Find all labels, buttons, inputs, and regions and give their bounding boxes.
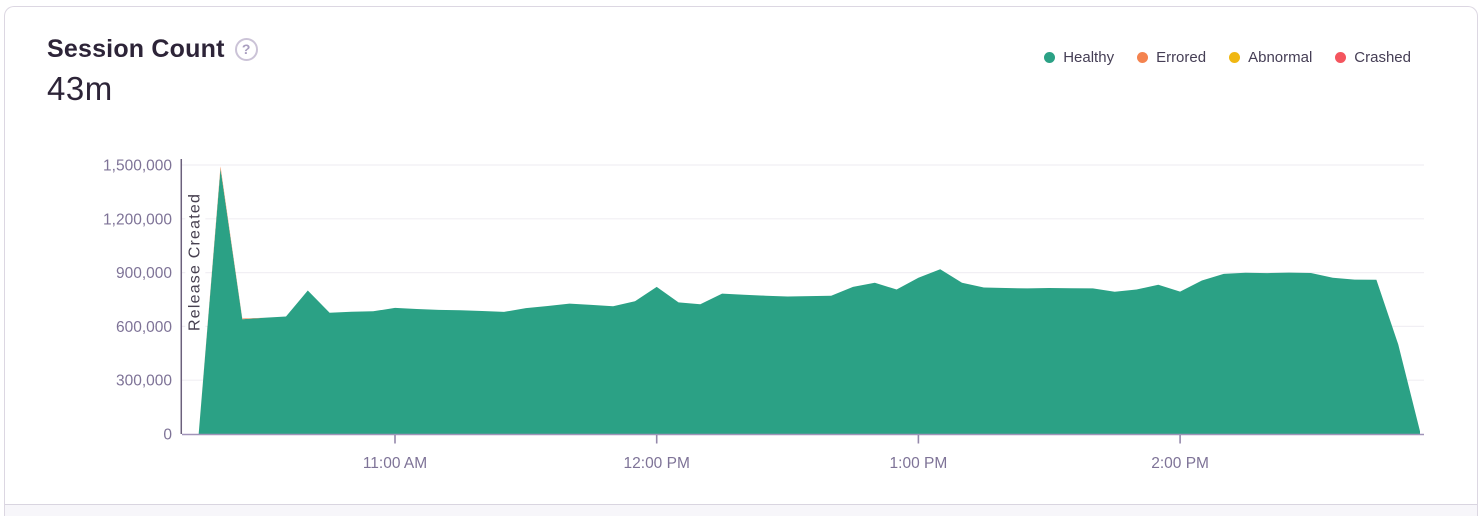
legend-dot-icon: [1044, 52, 1056, 63]
x-axis-label: 11:00 AM: [363, 455, 427, 472]
legend: Healthy Errored Abnormal Crashed: [1044, 49, 1411, 66]
y-axis-label: 300,000: [116, 373, 172, 390]
legend-dot-icon: [1137, 52, 1149, 63]
panel-header: Session Count ? 43m: [47, 35, 258, 108]
area-healthy: [198, 168, 1421, 434]
x-axis-label: 1:00 PM: [890, 455, 948, 472]
legend-item-errored[interactable]: Errored: [1137, 49, 1206, 66]
y-axis-label: 1,200,000: [103, 211, 172, 228]
session-total: 43m: [47, 70, 113, 107]
legend-label: Healthy: [1063, 49, 1115, 66]
legend-item-healthy[interactable]: Healthy: [1044, 49, 1114, 66]
y-axis-label: 900,000: [116, 265, 172, 282]
legend-label: Errored: [1156, 49, 1207, 66]
y-axis-label: 0: [163, 427, 172, 444]
svg-text:Release Created: Release Created: [186, 193, 203, 331]
legend-dot-icon: [1229, 52, 1241, 63]
x-axis-label: 2:00 PM: [1151, 455, 1209, 472]
legend-label: Abnormal: [1248, 49, 1313, 66]
release-label: Release Created: [185, 178, 206, 336]
area-errored: [198, 166, 265, 434]
legend-dot-icon: [1335, 52, 1347, 63]
chart-plot-area[interactable]: [182, 158, 1428, 435]
panel-footer-divider: [5, 504, 1477, 516]
y-axis-label: 600,000: [116, 319, 172, 336]
legend-item-crashed[interactable]: Crashed: [1335, 49, 1411, 66]
help-icon[interactable]: ?: [234, 38, 258, 61]
y-axis-label: 1,500,000: [103, 158, 172, 175]
panel-title: Session Count: [47, 35, 225, 63]
x-axis-label: 12:00 PM: [624, 455, 690, 472]
legend-item-abnormal[interactable]: Abnormal: [1229, 49, 1312, 66]
legend-label: Crashed: [1354, 49, 1411, 66]
